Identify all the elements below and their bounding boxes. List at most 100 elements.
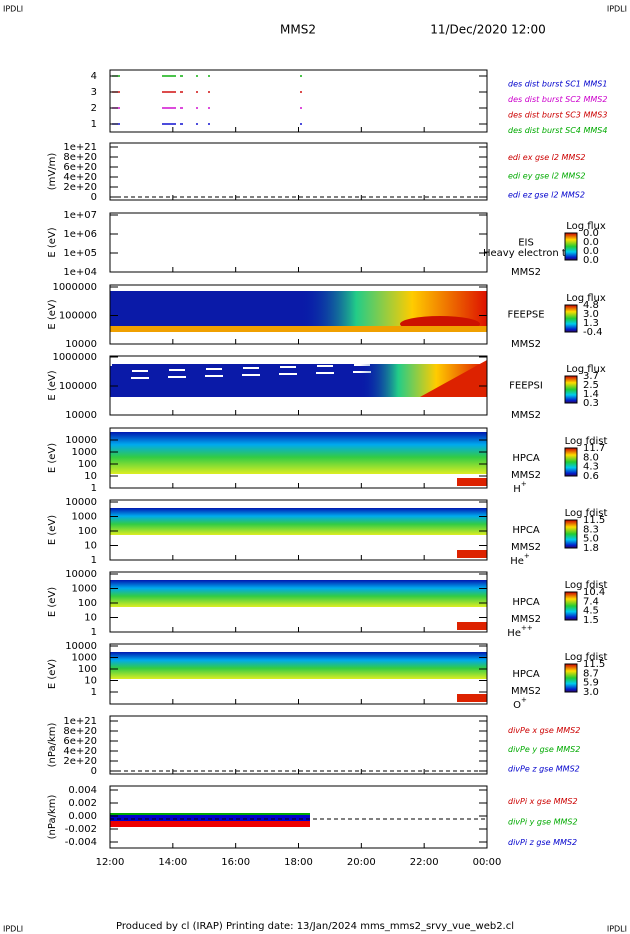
burst — [162, 75, 176, 77]
colorbar-label: 11.5 — [583, 659, 605, 670]
spectrogram — [110, 652, 487, 702]
colorbar-title: Log flux — [566, 364, 606, 375]
y-tick-label: 0 — [91, 192, 97, 203]
legend-entry: divPe y gse MMS2 — [508, 745, 580, 754]
y-tick-label: 1e+05 — [63, 248, 97, 259]
colorbar-label: -0.4 — [583, 327, 603, 338]
noise — [323, 365, 325, 367]
spectrogram — [110, 508, 487, 558]
ion-sup: + — [521, 696, 527, 704]
noise — [291, 373, 293, 375]
noise — [249, 367, 251, 369]
noise — [214, 368, 216, 370]
noise — [212, 368, 214, 370]
spectrogram — [110, 291, 487, 332]
noise — [206, 368, 208, 370]
noise — [321, 365, 323, 367]
burst — [180, 91, 183, 93]
y-tick-label: 10000 — [65, 497, 97, 508]
x-tick-label: 16:00 — [221, 857, 250, 868]
colorbar-title: Log flux — [566, 221, 606, 232]
noise — [328, 372, 330, 374]
x-tick-label: 18:00 — [284, 857, 313, 868]
noise — [256, 374, 258, 376]
y-tick-label: 100 — [78, 598, 97, 609]
noise — [180, 376, 182, 378]
instrument: MMS2 — [511, 614, 541, 625]
y-tick-label: 10000 — [65, 569, 97, 580]
noise — [317, 365, 319, 367]
noise — [294, 366, 296, 368]
noise — [219, 375, 221, 377]
noise — [181, 369, 183, 371]
burst — [208, 91, 210, 93]
legend-entry: divPe z gse MMS2 — [508, 764, 580, 773]
noise — [140, 370, 142, 372]
panel-frame — [109, 212, 488, 273]
x-tick-label: 00:00 — [473, 857, 502, 868]
colorbar-label: 11.7 — [583, 443, 605, 454]
y-tick-label: 10000 — [65, 435, 97, 446]
noise — [175, 369, 177, 371]
y-tick-label: 100 — [78, 459, 97, 470]
legend-entry: edi ez gse l2 MMS2 — [508, 190, 585, 199]
y-tick-label: 6e+20 — [63, 736, 97, 747]
colorbar-label: 4.8 — [583, 300, 599, 311]
noise — [136, 370, 138, 372]
noise — [133, 377, 135, 379]
noise — [208, 368, 210, 370]
ion-base: H — [513, 484, 521, 495]
y-axis-label: (mV/m) — [47, 153, 58, 191]
colorbar — [564, 304, 578, 333]
instrument: MMS2 — [511, 339, 541, 350]
ion-sup: + — [524, 552, 530, 560]
y-tick-label: 0.004 — [68, 785, 97, 796]
burst — [196, 91, 198, 93]
noise — [279, 373, 281, 375]
colorbar-label: 10.4 — [583, 587, 605, 598]
noise — [322, 372, 324, 374]
y-tick-label: 10000 — [65, 339, 97, 350]
noise — [215, 375, 217, 377]
spectrogram — [112, 75, 302, 125]
noise — [218, 368, 220, 370]
noise — [143, 377, 145, 379]
y-tick-label: -0.002 — [65, 824, 97, 835]
noise — [168, 376, 170, 378]
spec — [457, 478, 487, 486]
burst — [196, 123, 198, 125]
y-tick-label: 10 — [84, 676, 97, 687]
y-axis-label: E (eV) — [47, 227, 58, 257]
colorbar-label: 3.7 — [583, 371, 599, 382]
ion: He++ — [507, 624, 533, 639]
legend-entry: divPi z gse MMS2 — [508, 838, 577, 847]
spec — [110, 326, 487, 332]
noise — [217, 375, 219, 377]
colorbar-label: 0.0 — [583, 228, 599, 239]
noise — [318, 372, 320, 374]
corner-label: IPDLI — [607, 5, 627, 14]
noise — [330, 372, 332, 374]
y-tick-label: 1 — [91, 687, 97, 698]
panel-frame — [109, 69, 488, 133]
y-tick-label: 100000 — [59, 381, 97, 392]
noise — [358, 364, 360, 366]
noise — [172, 376, 174, 378]
y-tick-label: 6e+20 — [63, 162, 97, 173]
noise — [182, 376, 184, 378]
ion: H+ — [513, 480, 527, 495]
colorbar — [564, 375, 578, 404]
corner-label: IPDLI — [3, 5, 23, 14]
colorbar — [564, 519, 578, 549]
colorbar — [564, 591, 578, 621]
noise — [243, 367, 245, 369]
instrument: MMS2 — [511, 686, 541, 697]
corner-label: IPDLI — [3, 925, 23, 934]
noise — [171, 369, 173, 371]
noise — [213, 375, 215, 377]
noise — [287, 373, 289, 375]
noise — [147, 377, 149, 379]
noise — [247, 367, 249, 369]
colorbar-label: 0.3 — [583, 398, 599, 409]
